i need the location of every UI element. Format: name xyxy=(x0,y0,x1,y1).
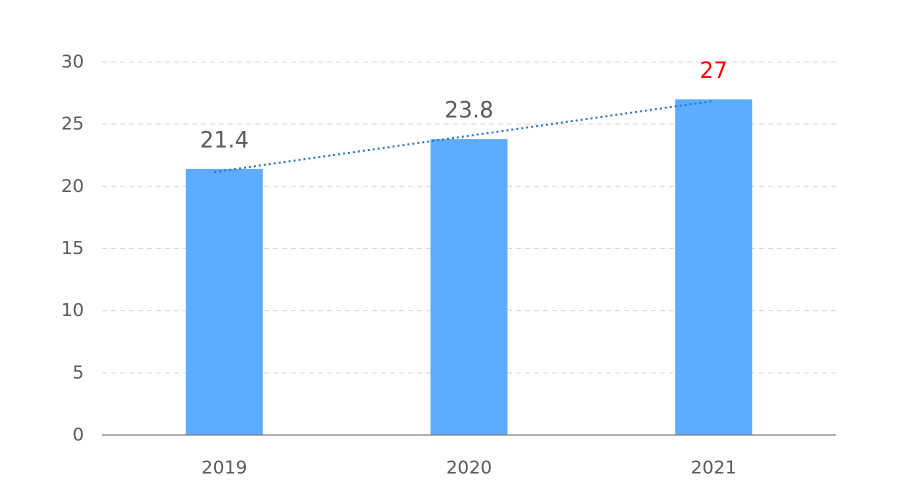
x-tick-label: 2020 xyxy=(446,458,492,479)
bar-2021 xyxy=(675,99,753,436)
y-tick-label: 20 xyxy=(61,176,84,197)
bars xyxy=(185,99,753,436)
data-labels: 21.4 23.8 27 xyxy=(200,59,728,154)
bar-2019 xyxy=(185,168,263,435)
y-tick-label: 10 xyxy=(61,300,84,321)
y-tick-label: 25 xyxy=(61,114,84,135)
x-tick-label: 2021 xyxy=(691,458,737,479)
y-tick-label: 0 xyxy=(73,425,84,446)
y-tick-label: 5 xyxy=(73,362,84,383)
x-tick-label: 2019 xyxy=(201,458,247,479)
trendline xyxy=(214,99,714,173)
data-label-2020: 23.8 xyxy=(445,99,494,124)
bar-2020 xyxy=(430,139,508,435)
trend-line xyxy=(214,99,714,173)
axes: 0 5 10 15 20 25 30 2019 2020 2021 xyxy=(61,52,836,479)
y-tick-label: 15 xyxy=(61,238,84,259)
data-label-2019: 21.4 xyxy=(200,128,249,153)
y-tick-label: 30 xyxy=(61,52,84,73)
data-label-2021: 27 xyxy=(700,59,728,84)
